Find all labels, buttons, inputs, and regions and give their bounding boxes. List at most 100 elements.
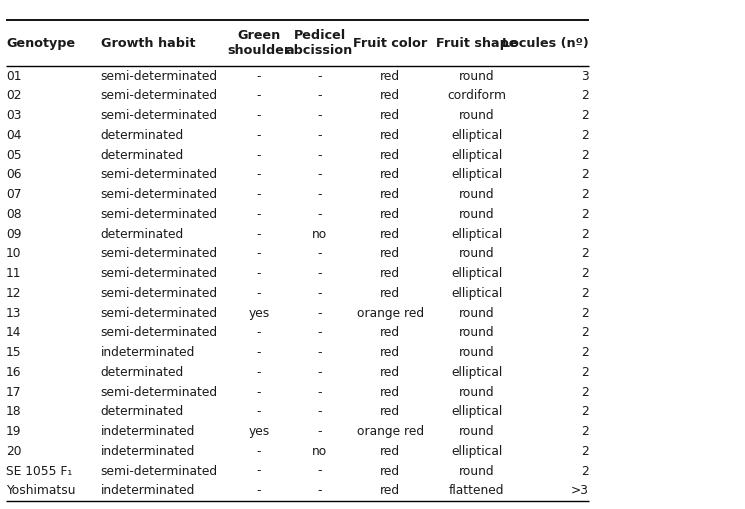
Text: 2: 2 bbox=[581, 208, 589, 221]
Text: red: red bbox=[380, 129, 401, 142]
Text: 2: 2 bbox=[581, 228, 589, 241]
Text: 2: 2 bbox=[581, 287, 589, 300]
Text: round: round bbox=[459, 465, 495, 477]
Text: yes: yes bbox=[248, 306, 270, 320]
Text: 06: 06 bbox=[6, 168, 22, 181]
Text: red: red bbox=[380, 465, 401, 477]
Text: 2: 2 bbox=[581, 267, 589, 280]
Text: round: round bbox=[459, 208, 495, 221]
Text: -: - bbox=[317, 405, 322, 418]
Text: 2: 2 bbox=[581, 247, 589, 260]
Text: 3: 3 bbox=[581, 70, 589, 82]
Text: red: red bbox=[380, 385, 401, 399]
Text: elliptical: elliptical bbox=[451, 267, 502, 280]
Text: -: - bbox=[317, 89, 322, 102]
Text: round: round bbox=[459, 306, 495, 320]
Text: -: - bbox=[256, 208, 261, 221]
Text: Pedicel
abcission: Pedicel abcission bbox=[286, 29, 353, 58]
Text: round: round bbox=[459, 425, 495, 438]
Text: >3: >3 bbox=[571, 484, 589, 497]
Text: determinated: determinated bbox=[101, 405, 184, 418]
Text: orange red: orange red bbox=[357, 306, 424, 320]
Text: 11: 11 bbox=[6, 267, 22, 280]
Text: -: - bbox=[256, 149, 261, 161]
Text: semi-determinated: semi-determinated bbox=[101, 247, 218, 260]
Text: semi-determinated: semi-determinated bbox=[101, 109, 218, 122]
Text: -: - bbox=[317, 465, 322, 477]
Text: red: red bbox=[380, 326, 401, 340]
Text: red: red bbox=[380, 267, 401, 280]
Text: -: - bbox=[317, 168, 322, 181]
Text: determinated: determinated bbox=[101, 129, 184, 142]
Text: semi-determinated: semi-determinated bbox=[101, 306, 218, 320]
Text: semi-determinated: semi-determinated bbox=[101, 208, 218, 221]
Text: -: - bbox=[256, 366, 261, 379]
Text: 2: 2 bbox=[581, 425, 589, 438]
Text: red: red bbox=[380, 247, 401, 260]
Text: elliptical: elliptical bbox=[451, 445, 502, 458]
Text: SE 1055 F₁: SE 1055 F₁ bbox=[6, 465, 72, 477]
Text: -: - bbox=[256, 346, 261, 359]
Text: determinated: determinated bbox=[101, 228, 184, 241]
Text: 14: 14 bbox=[6, 326, 22, 340]
Text: -: - bbox=[317, 188, 322, 201]
Text: -: - bbox=[256, 484, 261, 497]
Text: 01: 01 bbox=[6, 70, 22, 82]
Text: 2: 2 bbox=[581, 366, 589, 379]
Text: -: - bbox=[256, 109, 261, 122]
Text: red: red bbox=[380, 366, 401, 379]
Text: elliptical: elliptical bbox=[451, 168, 502, 181]
Text: -: - bbox=[256, 405, 261, 418]
Text: elliptical: elliptical bbox=[451, 287, 502, 300]
Text: -: - bbox=[256, 70, 261, 82]
Text: 13: 13 bbox=[6, 306, 22, 320]
Text: 12: 12 bbox=[6, 287, 22, 300]
Text: 2: 2 bbox=[581, 149, 589, 161]
Text: round: round bbox=[459, 188, 495, 201]
Text: Fruit shape: Fruit shape bbox=[436, 37, 518, 50]
Text: -: - bbox=[317, 267, 322, 280]
Text: 2: 2 bbox=[581, 89, 589, 102]
Text: -: - bbox=[256, 385, 261, 399]
Text: -: - bbox=[256, 168, 261, 181]
Text: 2: 2 bbox=[581, 168, 589, 181]
Text: 09: 09 bbox=[6, 228, 22, 241]
Text: 2: 2 bbox=[581, 405, 589, 418]
Text: red: red bbox=[380, 287, 401, 300]
Text: flattened: flattened bbox=[449, 484, 504, 497]
Text: semi-determinated: semi-determinated bbox=[101, 168, 218, 181]
Text: -: - bbox=[256, 267, 261, 280]
Text: round: round bbox=[459, 326, 495, 340]
Text: -: - bbox=[317, 366, 322, 379]
Text: -: - bbox=[256, 465, 261, 477]
Text: round: round bbox=[459, 385, 495, 399]
Text: red: red bbox=[380, 484, 401, 497]
Text: -: - bbox=[317, 287, 322, 300]
Text: determinated: determinated bbox=[101, 366, 184, 379]
Text: 03: 03 bbox=[6, 109, 22, 122]
Text: -: - bbox=[256, 287, 261, 300]
Text: cordiform: cordiform bbox=[447, 89, 507, 102]
Text: red: red bbox=[380, 188, 401, 201]
Text: -: - bbox=[317, 70, 322, 82]
Text: determinated: determinated bbox=[101, 149, 184, 161]
Text: red: red bbox=[380, 405, 401, 418]
Text: -: - bbox=[317, 326, 322, 340]
Text: semi-determinated: semi-determinated bbox=[101, 385, 218, 399]
Text: Growth habit: Growth habit bbox=[101, 37, 195, 50]
Text: semi-determinated: semi-determinated bbox=[101, 287, 218, 300]
Text: indeterminated: indeterminated bbox=[101, 425, 195, 438]
Text: -: - bbox=[256, 188, 261, 201]
Text: 2: 2 bbox=[581, 129, 589, 142]
Text: 10: 10 bbox=[6, 247, 22, 260]
Text: elliptical: elliptical bbox=[451, 228, 502, 241]
Text: red: red bbox=[380, 228, 401, 241]
Text: elliptical: elliptical bbox=[451, 149, 502, 161]
Text: 2: 2 bbox=[581, 188, 589, 201]
Text: -: - bbox=[317, 247, 322, 260]
Text: -: - bbox=[256, 89, 261, 102]
Text: 02: 02 bbox=[6, 89, 22, 102]
Text: indeterminated: indeterminated bbox=[101, 346, 195, 359]
Text: 2: 2 bbox=[581, 306, 589, 320]
Text: 2: 2 bbox=[581, 346, 589, 359]
